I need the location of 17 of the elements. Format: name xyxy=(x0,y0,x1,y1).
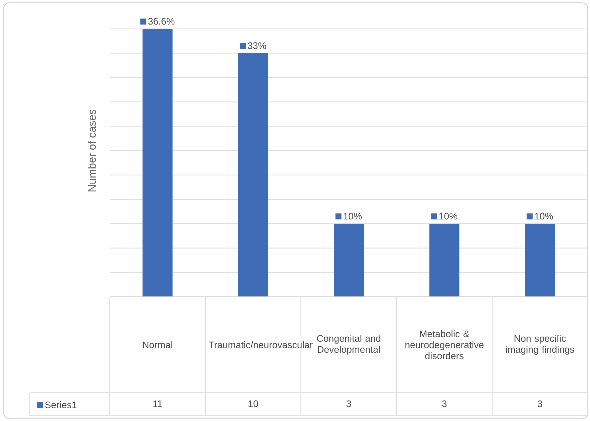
annotation: 10% xyxy=(344,213,362,220)
data-label: 3 xyxy=(346,400,352,408)
data-label: 3 xyxy=(442,400,447,408)
legend-label: Series1 xyxy=(45,402,77,408)
annotation: 33% xyxy=(248,42,266,50)
x-tick-label: Traumatic/neurovascular xyxy=(209,342,313,348)
y-axis-title: Number of cases xyxy=(88,110,96,192)
annotation: 36.6% xyxy=(148,18,175,25)
data-label: 11 xyxy=(154,400,162,408)
x-tick-label: Congenital and Developmental xyxy=(317,335,381,355)
annotation: 10% xyxy=(440,213,458,220)
x-tick-label: Normal xyxy=(143,342,172,348)
x-tick-label: Non specific imaging findings xyxy=(506,335,574,355)
annotation: 10% xyxy=(535,213,554,220)
data-label: 3 xyxy=(538,400,542,408)
data-label: 10 xyxy=(248,400,258,408)
x-tick-label: Metabolic & neurodegenerative disorders xyxy=(406,330,484,360)
